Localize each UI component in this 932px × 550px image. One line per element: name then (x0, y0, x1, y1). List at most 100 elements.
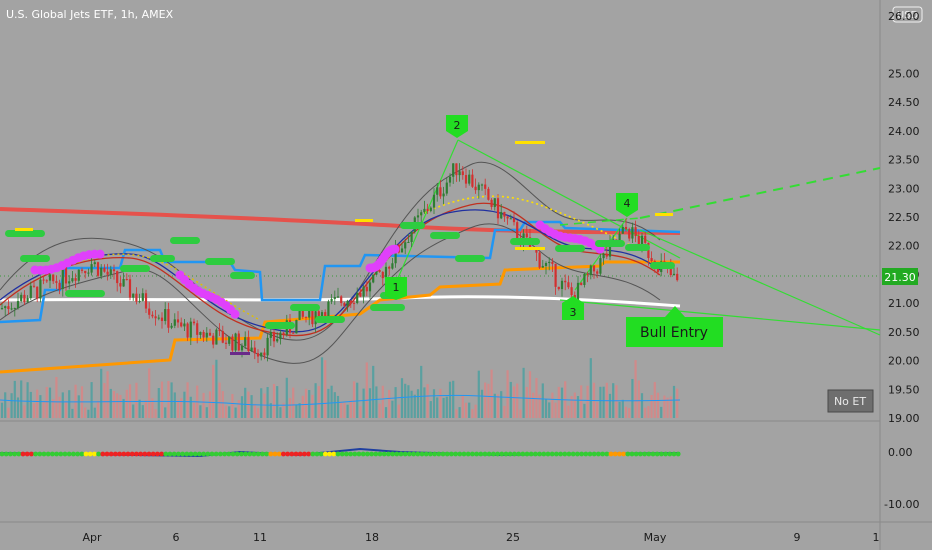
volume-bar (573, 392, 576, 418)
candle-body (0, 308, 4, 310)
volume-bar (368, 388, 372, 418)
oscillator-dot (37, 451, 43, 457)
candle-body (250, 347, 253, 351)
candle-body (541, 265, 544, 268)
wave-label-4-text: 4 (624, 197, 631, 210)
volume-bar (288, 398, 292, 418)
candle-body (516, 222, 519, 239)
oscillator-dot (92, 451, 97, 457)
candle-body (186, 323, 189, 338)
currency-badge[interactable]: USD (892, 6, 923, 23)
volume-bar (525, 386, 528, 418)
wave-label-2[interactable]: 2 (446, 115, 468, 138)
oscillator-dot (260, 451, 265, 457)
candle-body (208, 332, 212, 336)
candle-body (170, 325, 173, 328)
candle-body (282, 332, 285, 335)
wave-label-1-text: 1 (393, 281, 400, 294)
bull-entry-label[interactable]: Bull Entry (626, 306, 723, 347)
volume-bar (343, 401, 346, 418)
volume-bar (346, 404, 349, 418)
candle-body (602, 253, 605, 259)
oscillator-dot (381, 451, 387, 457)
candle-body (365, 286, 368, 292)
candle-body (669, 266, 672, 276)
candle-body (500, 212, 503, 219)
oscillator-dot (171, 451, 177, 457)
volume-bar (176, 399, 180, 418)
wave-label-3[interactable]: 3 (562, 296, 584, 320)
green-signal-bar (625, 244, 650, 251)
candle-body (167, 309, 170, 328)
volume-bar (240, 396, 244, 418)
candle-body (330, 298, 333, 302)
volume-bar (676, 388, 679, 418)
volume-bar (256, 407, 260, 418)
volume-bar (423, 387, 426, 418)
volume-bar (29, 391, 32, 418)
candle-body (554, 263, 557, 287)
oscillator-dot (113, 451, 118, 457)
price-tick: 24.50 (888, 96, 920, 109)
volume-bar (631, 378, 634, 418)
time-tick-6: 6 (173, 531, 180, 544)
oscillator-dot (495, 451, 500, 457)
time-axis[interactable]: Apr 6 11 18 25 May 9 1 (82, 531, 879, 544)
oscillator-dot (50, 451, 55, 457)
candle-body (298, 310, 301, 320)
price-axis[interactable]: 26.00 25.00 24.50 24.00 23.50 23.00 22.50 22.00… (888, 10, 920, 425)
price-tick: 21.00 (888, 297, 920, 310)
volume-bar (394, 387, 397, 418)
candle-body (205, 332, 208, 338)
no-et-box[interactable]: No ET (827, 389, 874, 413)
price-tick: 22.50 (888, 211, 920, 224)
volume-bar (516, 383, 519, 418)
volume-bar (36, 389, 39, 418)
candle-body (426, 208, 429, 212)
yellow-dotted-ma-2 (419, 195, 641, 251)
volume-bar (628, 408, 631, 418)
time-tick-11: 11 (253, 531, 267, 544)
oscillator-dot (587, 451, 593, 457)
volume-bar (205, 407, 208, 418)
oscillator-dot (192, 451, 198, 457)
candle-body (276, 339, 279, 342)
volume-bar (381, 385, 384, 418)
volume-bar (589, 358, 592, 418)
volume-bar (276, 386, 279, 418)
volume-bar (320, 357, 324, 418)
candle-body (253, 347, 256, 354)
candle-body (432, 194, 436, 208)
oscillator-dot (176, 451, 181, 457)
volume-bar (599, 386, 602, 418)
volume-bar (109, 388, 112, 418)
oscillator-dot (579, 451, 584, 457)
blue-stop-line (0, 220, 681, 324)
oscillator-dot (75, 451, 80, 457)
volume-bar (336, 395, 340, 418)
volume-bar (538, 394, 541, 418)
candle-body (525, 233, 528, 238)
oscillator-dot (331, 451, 337, 457)
volume-bar (375, 386, 378, 418)
oscillator-dot (323, 451, 328, 457)
time-tick-apr: Apr (82, 531, 102, 544)
wave-label-1[interactable]: 1 (385, 277, 407, 300)
bull-entry-text: Bull Entry (640, 325, 708, 341)
oscillator-dot (621, 451, 626, 457)
green-signal-bar (430, 232, 460, 239)
volume-bar (151, 398, 154, 418)
candle-body (13, 308, 16, 310)
candle-body (647, 242, 650, 259)
candle-body (157, 317, 160, 319)
volume-bar (596, 402, 599, 418)
candle-body (109, 269, 112, 275)
oscillator-dot (335, 451, 341, 457)
volume-bar (669, 396, 672, 418)
candle-body (7, 306, 10, 310)
green-signal-bar (170, 237, 200, 244)
volume-bar (487, 383, 490, 418)
oscillator-dot (66, 451, 72, 457)
wave-label-4[interactable]: 4 (616, 193, 638, 217)
